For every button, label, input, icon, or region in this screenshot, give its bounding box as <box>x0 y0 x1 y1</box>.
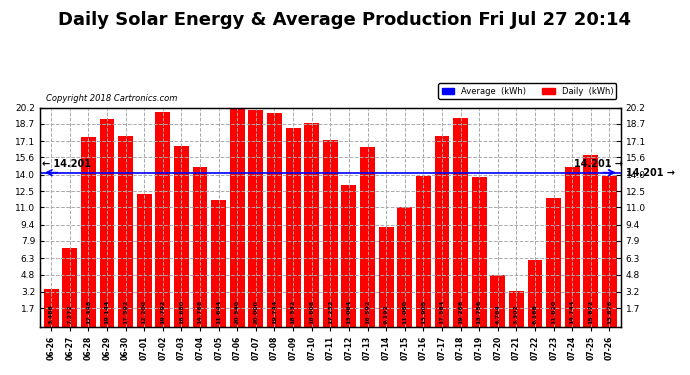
Bar <box>453 118 468 327</box>
Bar <box>43 289 59 327</box>
Bar <box>509 291 524 327</box>
Text: 17.448: 17.448 <box>86 300 91 324</box>
Bar <box>81 138 96 327</box>
Bar <box>193 166 208 327</box>
Bar <box>416 176 431 327</box>
Text: 17.584: 17.584 <box>440 300 444 324</box>
Text: 14.201 →: 14.201 → <box>573 159 622 170</box>
Text: 12.200: 12.200 <box>141 300 147 324</box>
Text: 14.768: 14.768 <box>197 300 203 324</box>
Bar <box>565 167 580 327</box>
Text: 16.592: 16.592 <box>365 300 370 324</box>
Bar <box>211 200 226 327</box>
Bar <box>286 128 301 327</box>
Bar <box>99 119 115 327</box>
Text: 13.876: 13.876 <box>607 300 612 324</box>
Text: 19.744: 19.744 <box>272 300 277 324</box>
Bar <box>379 227 393 327</box>
Text: 6.168: 6.168 <box>533 304 538 324</box>
Bar <box>584 154 598 327</box>
Text: 14.744: 14.744 <box>570 300 575 324</box>
Text: 18.808: 18.808 <box>309 300 314 324</box>
Bar <box>360 147 375 327</box>
Text: 11.644: 11.644 <box>216 300 221 324</box>
Text: 3.302: 3.302 <box>514 304 519 324</box>
Bar <box>491 275 505 327</box>
Bar <box>230 106 245 327</box>
Text: 13.908: 13.908 <box>421 300 426 324</box>
Text: 20.340: 20.340 <box>235 300 239 324</box>
Bar <box>137 194 152 327</box>
Bar <box>602 176 617 327</box>
Text: 14.201 →: 14.201 → <box>627 168 676 178</box>
Text: 17.232: 17.232 <box>328 300 333 324</box>
Text: 13.064: 13.064 <box>346 300 351 324</box>
Bar <box>546 198 561 327</box>
Text: 16.680: 16.680 <box>179 300 184 324</box>
Text: 19.268: 19.268 <box>458 300 463 324</box>
Bar <box>248 110 264 327</box>
Bar <box>323 140 338 327</box>
Text: 20.000: 20.000 <box>253 301 258 324</box>
Bar <box>62 248 77 327</box>
Text: Copyright 2018 Cartronics.com: Copyright 2018 Cartronics.com <box>46 94 177 103</box>
Text: 9.192: 9.192 <box>384 304 388 324</box>
Bar <box>435 136 449 327</box>
Bar <box>472 177 486 327</box>
Text: Daily Solar Energy & Average Production Fri Jul 27 20:14: Daily Solar Energy & Average Production … <box>59 11 631 29</box>
Text: ← 14.201: ← 14.201 <box>42 159 91 170</box>
Text: 7.272: 7.272 <box>67 304 72 324</box>
Text: 19.792: 19.792 <box>160 300 166 324</box>
Bar <box>155 112 170 327</box>
Text: 11.820: 11.820 <box>551 300 556 324</box>
Bar <box>397 207 412 327</box>
Text: 3.488: 3.488 <box>49 304 54 324</box>
Bar <box>174 146 189 327</box>
Legend: Average  (kWh), Daily  (kWh): Average (kWh), Daily (kWh) <box>438 83 616 99</box>
Bar <box>304 123 319 327</box>
Text: 11.060: 11.060 <box>402 300 407 324</box>
Bar <box>267 112 282 327</box>
Bar <box>528 260 542 327</box>
Bar <box>118 136 133 327</box>
Text: 19.144: 19.144 <box>104 300 110 324</box>
Text: 17.592: 17.592 <box>123 300 128 324</box>
Text: 18.332: 18.332 <box>290 300 295 324</box>
Text: 4.784: 4.784 <box>495 304 500 324</box>
Text: 15.872: 15.872 <box>589 300 593 324</box>
Bar <box>342 185 356 327</box>
Text: 13.756: 13.756 <box>477 300 482 324</box>
